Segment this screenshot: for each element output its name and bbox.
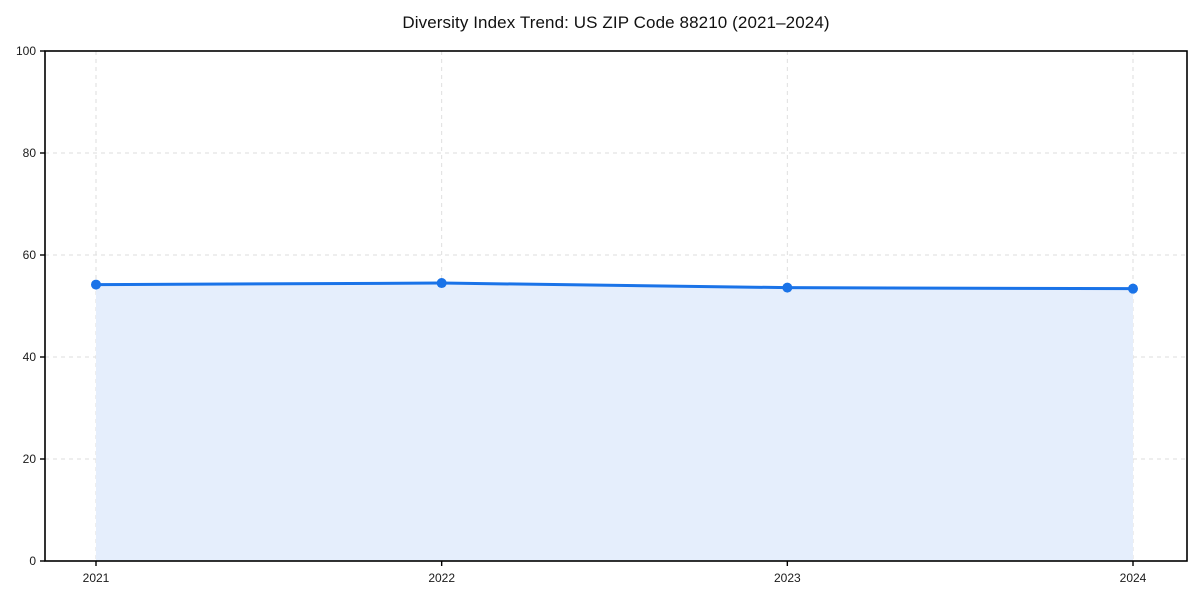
plot-border bbox=[44, 50, 1188, 562]
data-point bbox=[782, 282, 793, 293]
x-tick-label: 2022 bbox=[428, 571, 455, 585]
y-tick-label: 80 bbox=[23, 146, 37, 160]
data-point bbox=[436, 278, 447, 289]
y-tick-label: 60 bbox=[23, 248, 37, 262]
y-tick-label: 40 bbox=[23, 350, 37, 364]
trend-line bbox=[94, 281, 1135, 291]
y-tick-label: 100 bbox=[16, 44, 36, 58]
area-fill bbox=[96, 283, 1133, 561]
data-point bbox=[1128, 283, 1138, 294]
x-tick-label: 2021 bbox=[83, 571, 110, 585]
data-point bbox=[91, 279, 101, 290]
x-tick-label: 2023 bbox=[774, 571, 801, 585]
y-tick-label: 0 bbox=[29, 554, 36, 568]
chart-title: Diversity Index Trend: US ZIP Code 88210… bbox=[402, 13, 830, 32]
y-tick-label: 20 bbox=[23, 452, 37, 466]
x-tick-label: 2024 bbox=[1120, 571, 1147, 585]
